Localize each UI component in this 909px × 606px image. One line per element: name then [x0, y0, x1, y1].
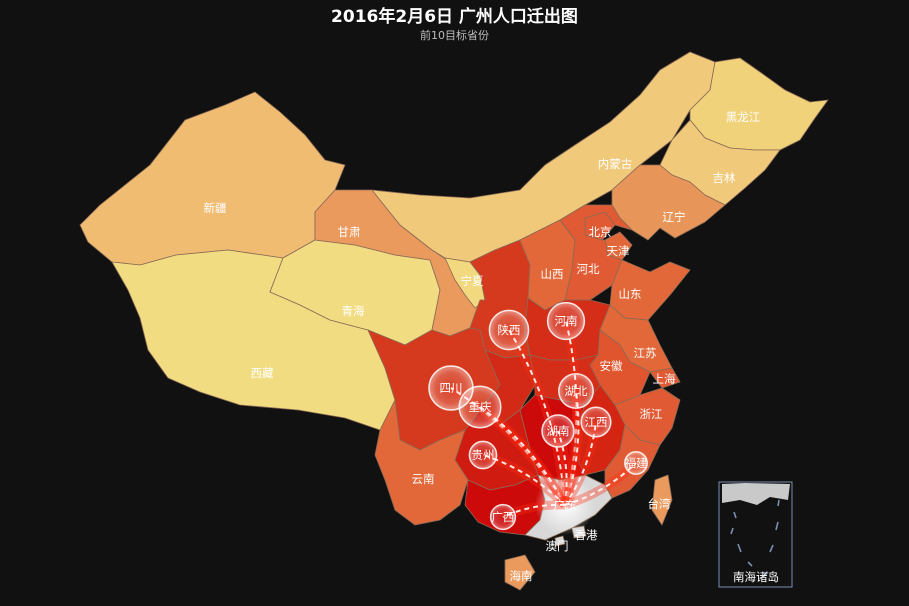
label-sichuan: 四川: [440, 381, 463, 395]
target-bubble[interactable]: [468, 440, 498, 470]
target-bubbles: [428, 301, 648, 531]
flow-line: [482, 454, 566, 506]
label-hainan: 海南: [510, 569, 533, 583]
label-hebei: 河北: [577, 262, 600, 276]
province-hainan[interactable]: [504, 554, 536, 591]
target-bubble[interactable]: [546, 301, 586, 341]
inset-coast: [722, 483, 790, 505]
target-bubble[interactable]: [624, 451, 648, 475]
label-qinghai: 青海: [342, 304, 365, 318]
flow-line: [564, 421, 597, 506]
label-jiangsu: 江苏: [634, 346, 657, 360]
label-gansu: 甘肃: [338, 225, 361, 239]
label-guangdong: 广东: [554, 498, 577, 512]
label-jiangxi: 江西: [585, 415, 608, 429]
target-bubble[interactable]: [580, 406, 612, 438]
label-macau: 澳门: [546, 539, 569, 553]
label-shandong: 山东: [619, 287, 642, 301]
label-fujian: 福建: [625, 456, 648, 470]
label-chongqing: 重庆: [469, 400, 492, 414]
province-macau[interactable]: [554, 535, 566, 547]
label-anhui: 安徽: [600, 359, 623, 373]
label-zhejiang: 浙江: [640, 407, 663, 421]
province-shanghai[interactable]: [649, 367, 681, 389]
target-bubble[interactable]: [458, 385, 502, 429]
chart-subtitle: 前10目标省份: [420, 29, 489, 42]
inset-frame: [718, 481, 793, 588]
target-bubble[interactable]: [488, 309, 530, 351]
label-beijing: 北京: [589, 225, 612, 239]
label-hubei: 湖北: [565, 384, 588, 398]
label-henan: 河南: [555, 314, 578, 328]
target-bubble[interactable]: [558, 373, 594, 409]
inset-dash-line: [730, 499, 780, 578]
label-taiwan: 台湾: [648, 497, 671, 511]
flow-line: [564, 320, 578, 506]
target-bubble[interactable]: [489, 503, 517, 531]
south-china-sea-inset: 南海诸岛: [718, 481, 793, 588]
label-shanxi: 山西: [541, 267, 564, 281]
flow-line: [479, 406, 566, 506]
label-guangxi: 广西: [492, 510, 515, 524]
flow-line: [508, 329, 566, 506]
label-hunan: 湖南: [547, 424, 570, 438]
label-xizang: 西藏: [251, 366, 274, 380]
province-heilongjiang[interactable]: [689, 57, 829, 151]
label-guizhou: 贵州: [472, 448, 495, 462]
label-liaoning: 辽宁: [663, 210, 686, 224]
label-jilin: 吉林: [713, 171, 736, 185]
chart-title: 2016年2月6日 广州人口迁出图: [331, 7, 578, 27]
label-neimenggu: 内蒙古: [598, 157, 633, 171]
label-heilongjiang: 黑龙江: [726, 110, 761, 124]
province-taiwan[interactable]: [651, 474, 673, 526]
label-shanghai: 上海: [653, 372, 676, 386]
label-yunnan: 云南: [412, 472, 435, 486]
target-bubble[interactable]: [541, 414, 575, 448]
province-xinjiang[interactable]: [79, 91, 346, 266]
label-xinjiang: 新疆: [204, 201, 227, 215]
label-tianjin: 天津: [607, 244, 630, 258]
label-ningxia: 宁夏: [461, 274, 484, 288]
inset-label: 南海诸岛: [733, 570, 779, 584]
label-shaanxi: 陕西: [498, 323, 521, 337]
label-hongkong: 香港: [575, 528, 598, 542]
